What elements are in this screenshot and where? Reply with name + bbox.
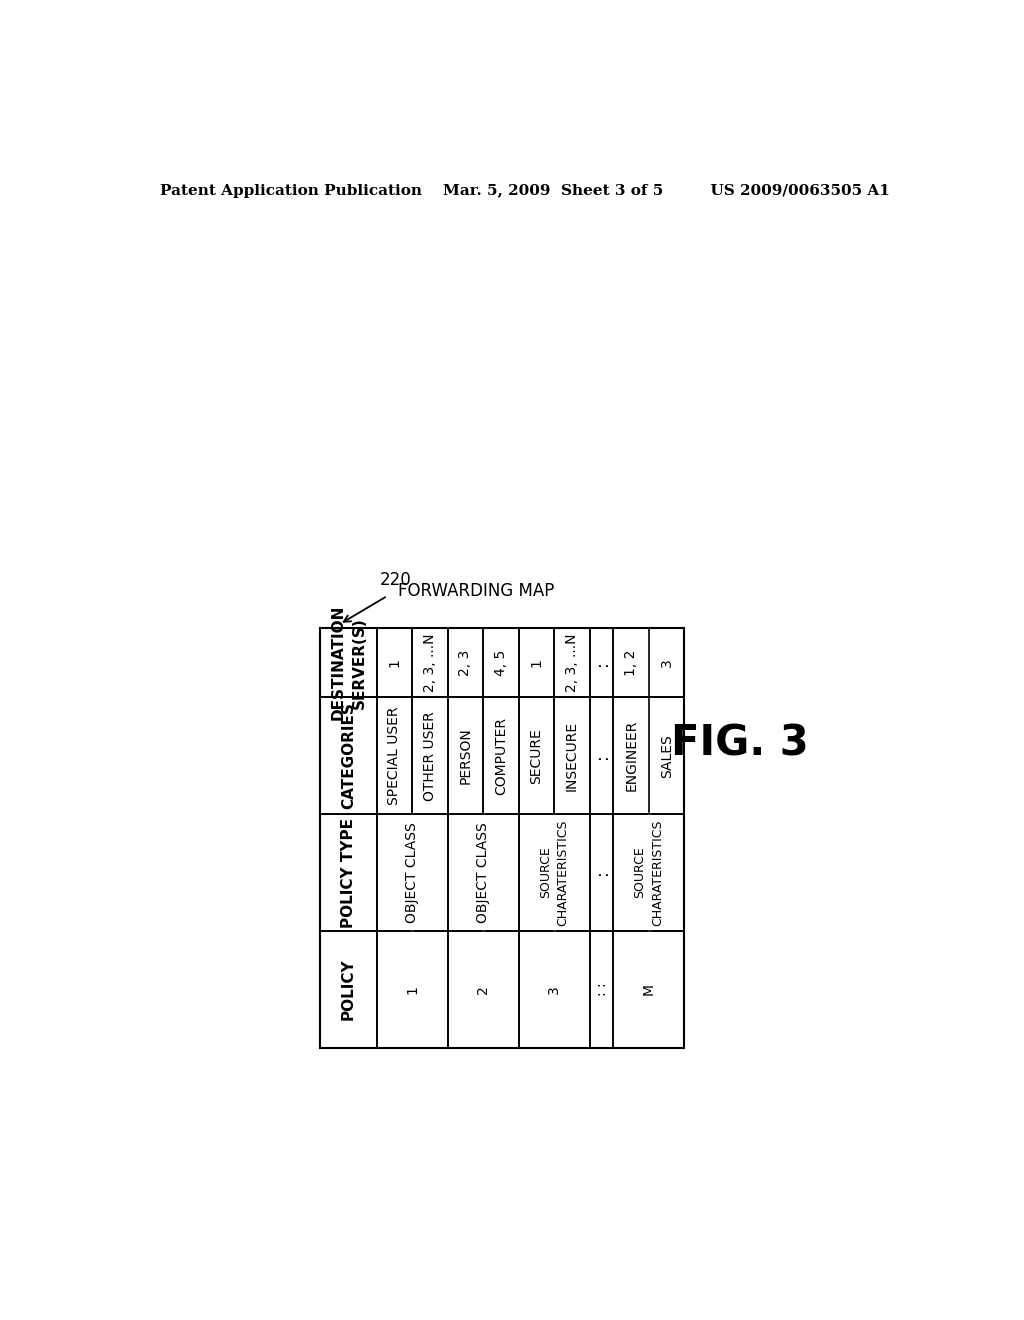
Text: :: : (593, 660, 610, 665)
Text: INSECURE: INSECURE (565, 721, 579, 791)
Text: :: : (593, 752, 610, 759)
Text: 3: 3 (659, 659, 674, 667)
Text: FORWARDING MAP: FORWARDING MAP (397, 582, 554, 601)
Text: OTHER USER: OTHER USER (423, 711, 437, 801)
Text: DESTINATION
SERVER(S): DESTINATION SERVER(S) (331, 605, 367, 721)
Text: 1: 1 (406, 985, 419, 994)
Text: 220: 220 (380, 572, 412, 589)
Text: 2, 3: 2, 3 (459, 649, 472, 676)
Text: 2, 3, ...N: 2, 3, ...N (565, 634, 579, 692)
Text: SPECIAL USER: SPECIAL USER (387, 706, 401, 805)
Text: COMPUTER: COMPUTER (494, 717, 508, 795)
Text: Patent Application Publication    Mar. 5, 2009  Sheet 3 of 5         US 2009/006: Patent Application Publication Mar. 5, 2… (160, 183, 890, 198)
Text: 1: 1 (529, 659, 544, 667)
Text: POLICY: POLICY (341, 958, 356, 1020)
Text: M: M (642, 983, 656, 995)
Text: SECURE: SECURE (529, 727, 544, 784)
Text: :: : (593, 870, 610, 875)
Text: 2: 2 (476, 985, 490, 994)
Text: 2, 3, ...N: 2, 3, ...N (423, 634, 437, 692)
Bar (321, 628, 684, 1048)
Text: OBJECT CLASS: OBJECT CLASS (406, 822, 419, 923)
Text: : :: : : (595, 982, 608, 997)
Text: SOURCE
CHARATERISTICS: SOURCE CHARATERISTICS (634, 820, 665, 925)
Text: FIG. 3: FIG. 3 (672, 722, 809, 764)
Text: 3: 3 (547, 985, 561, 994)
Text: 1, 2: 1, 2 (625, 649, 638, 676)
Text: SOURCE
CHARATERISTICS: SOURCE CHARATERISTICS (539, 820, 569, 925)
Text: OBJECT CLASS: OBJECT CLASS (476, 822, 490, 923)
Text: 4, 5: 4, 5 (494, 649, 508, 676)
Text: PERSON: PERSON (459, 727, 472, 784)
Text: 1: 1 (387, 659, 401, 667)
Text: CATEGORIES: CATEGORIES (341, 702, 356, 809)
Text: ENGINEER: ENGINEER (625, 719, 638, 792)
Text: SALES: SALES (659, 734, 674, 777)
Text: POLICY TYPE: POLICY TYPE (341, 817, 356, 928)
